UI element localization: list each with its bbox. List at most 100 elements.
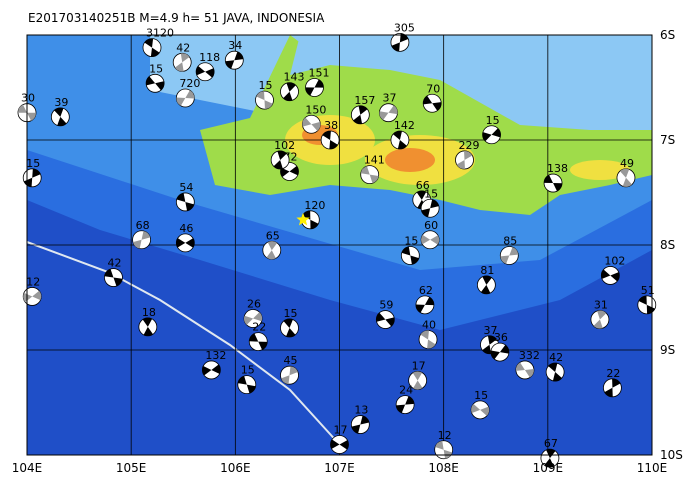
ball-quadrant <box>420 330 436 349</box>
x-tick-label: 105E <box>116 461 147 475</box>
depth-label: 18 <box>142 306 156 319</box>
depth-label: 60 <box>424 219 438 232</box>
beachball <box>395 395 415 415</box>
depth-label: 150 <box>305 103 326 116</box>
depth-label: 37 <box>382 92 396 105</box>
depth-label: 66 <box>416 179 430 192</box>
ball-quadrant <box>482 128 501 142</box>
beachball <box>545 362 565 382</box>
ball-quadrant <box>18 104 36 121</box>
depth-label: 22 <box>252 321 266 334</box>
ball-outline <box>476 275 496 295</box>
ball-quadrant <box>23 168 41 187</box>
ball-quadrant <box>421 199 439 218</box>
beachball <box>270 150 290 170</box>
ball-quadrant <box>305 79 324 96</box>
beachball <box>22 168 42 188</box>
ball-quadrant <box>225 51 244 69</box>
ball-quadrant <box>353 105 368 124</box>
beachball <box>420 198 440 218</box>
ball-quadrant <box>283 82 296 101</box>
ball-quadrant <box>593 310 607 329</box>
beachball <box>379 103 398 123</box>
ball-quadrant <box>302 210 319 229</box>
depth-label: 70 <box>426 82 440 95</box>
beachball <box>515 360 535 380</box>
depth-label: 17 <box>412 359 426 372</box>
beachball <box>400 246 420 265</box>
ball-quadrant <box>280 165 299 178</box>
depth-label: 24 <box>399 384 413 397</box>
depth-label: 15 <box>259 79 273 92</box>
ball-quadrant <box>500 247 519 264</box>
beachball <box>195 62 215 82</box>
ball-quadrant <box>104 269 123 287</box>
x-tick-label: 104E <box>12 461 43 475</box>
frame <box>26 34 653 456</box>
ball-quadrant <box>515 362 534 378</box>
depth-label: 46 <box>179 222 193 235</box>
beachball <box>637 295 657 315</box>
ball-quadrant <box>244 312 263 325</box>
depth-label: 59 <box>379 299 393 312</box>
beachball <box>175 88 195 108</box>
ball-quadrant <box>396 396 415 413</box>
depth-label: 67 <box>544 437 558 450</box>
ball-quadrant <box>412 371 423 390</box>
depth-label: 15 <box>424 187 438 200</box>
events: 30 39 15 12 42 18 68 46 54 65 34 118 15 143 151 150 38 15… <box>17 21 657 468</box>
ball-quadrant <box>490 344 509 360</box>
depth-label: 13 <box>354 404 368 417</box>
beachball <box>320 130 340 150</box>
beachball <box>476 275 496 295</box>
beachball <box>237 375 257 395</box>
beachball <box>499 246 519 265</box>
beachball <box>142 38 162 57</box>
depth-label: 22 <box>606 367 620 380</box>
ball-quadrant <box>132 230 151 249</box>
x-tick-label: 108E <box>428 461 459 475</box>
highland <box>570 160 630 180</box>
beachball <box>175 192 195 212</box>
java-sea-north <box>290 35 652 130</box>
ball-quadrant <box>176 193 194 211</box>
ball-quadrant <box>421 234 440 245</box>
depth-label: 51 <box>641 284 655 297</box>
ball-quadrant <box>604 378 621 397</box>
ball-quadrant <box>619 168 632 187</box>
y-tick-label: 6S <box>660 28 675 42</box>
beachball <box>280 82 299 102</box>
depth-label: 332 <box>519 349 540 362</box>
depth-label: 15 <box>486 114 500 127</box>
depth-label: 720 <box>179 77 200 90</box>
depth-label: 15 <box>404 235 418 248</box>
ball-quadrant <box>360 166 379 184</box>
depth-label: 31 <box>594 299 608 312</box>
depth-label: 102 <box>604 254 625 267</box>
depth-label: 15 <box>26 157 40 170</box>
depth-label: 143 <box>284 71 305 84</box>
beachball <box>360 165 380 185</box>
depth-label: 15 <box>149 62 163 75</box>
ball-quadrant <box>638 295 655 314</box>
ball-quadrant <box>322 131 338 149</box>
depth-label: 120 <box>304 199 325 212</box>
depth-label: 102 <box>274 139 295 152</box>
map-title: E201703140251B M=4.9 h= 51 JAVA, INDONES… <box>28 11 325 25</box>
beachball <box>138 317 158 337</box>
beachball <box>390 130 410 150</box>
y-tick-label: 9S <box>660 343 675 357</box>
ball-quadrant <box>480 275 492 294</box>
depth-label: 68 <box>136 219 150 232</box>
ball-quadrant <box>544 174 563 192</box>
beachball <box>408 371 428 390</box>
depth-label: 15 <box>241 364 255 377</box>
beachball <box>224 50 244 70</box>
beachball <box>422 93 442 113</box>
beachball <box>175 233 195 253</box>
depth-label: 49 <box>620 157 634 170</box>
depth-label: 12 <box>438 429 452 442</box>
ball-quadrant <box>302 117 321 131</box>
depth-label: 37 <box>484 324 498 337</box>
x-tick-label: 110E <box>637 461 668 475</box>
